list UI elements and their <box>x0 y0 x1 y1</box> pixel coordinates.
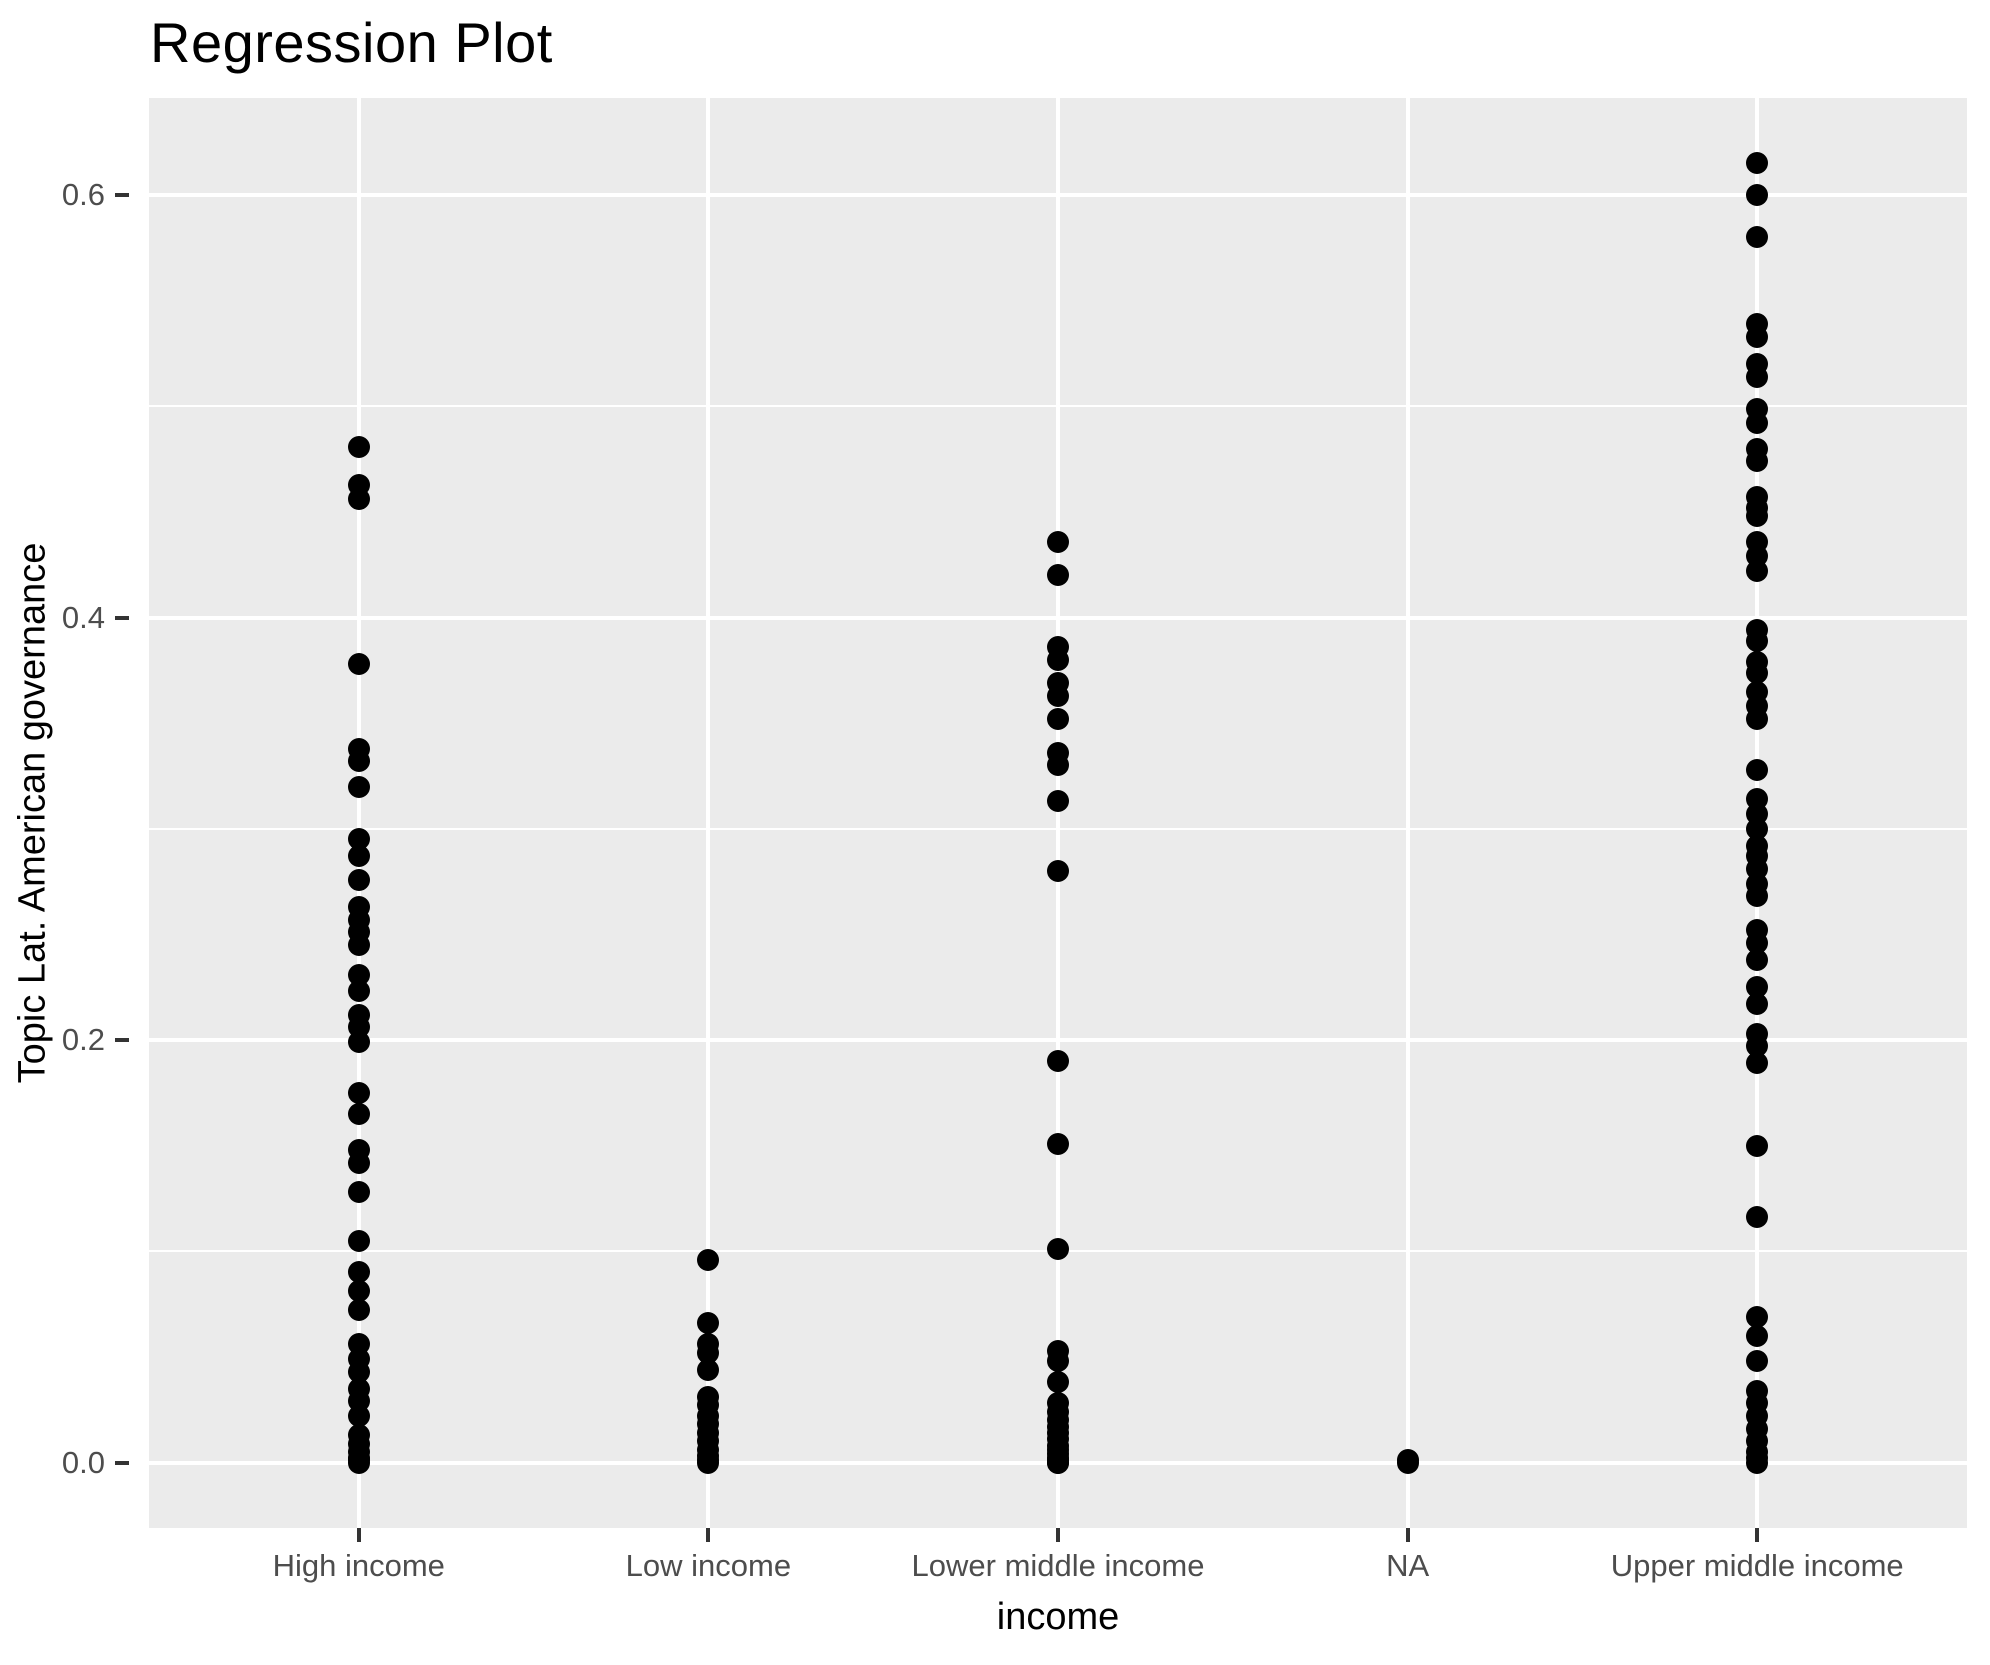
data-point <box>347 775 370 798</box>
data-point <box>697 1312 720 1335</box>
data-point <box>1746 661 1769 684</box>
data-point <box>1746 817 1769 840</box>
data-point <box>347 1151 370 1174</box>
data-point <box>1746 1206 1769 1229</box>
data-point <box>1746 152 1769 175</box>
y-tick-mark <box>115 193 129 198</box>
data-point <box>347 1102 370 1125</box>
x-tick-mark <box>1056 1528 1060 1542</box>
data-point <box>1746 948 1769 971</box>
data-point <box>1047 860 1069 883</box>
y-tick-label: 0.6 <box>61 177 105 213</box>
data-point <box>1047 708 1069 730</box>
y-tick-mark <box>115 615 129 620</box>
data-point <box>1047 790 1069 813</box>
data-point <box>1746 885 1769 908</box>
data-point <box>1746 629 1769 652</box>
data-point <box>347 1405 370 1428</box>
data-point <box>347 488 370 511</box>
data-point <box>1746 931 1769 954</box>
data-point <box>347 963 370 986</box>
data-point <box>697 1451 720 1474</box>
category-gridline <box>1405 98 1410 1528</box>
data-point <box>347 980 370 1003</box>
data-point <box>1396 1451 1419 1474</box>
data-point <box>1746 1350 1769 1373</box>
data-point <box>347 868 370 891</box>
data-point <box>1746 226 1769 249</box>
y-tick-mark <box>115 1460 129 1465</box>
data-point <box>1047 530 1069 553</box>
data-point <box>697 1248 720 1271</box>
data-point <box>1746 560 1769 583</box>
x-tick-mark <box>1755 1528 1760 1542</box>
x-tick-label: Lower middle income <box>911 1548 1205 1583</box>
data-point <box>1746 505 1769 528</box>
x-tick-label: High income <box>272 1548 445 1583</box>
data-point <box>347 934 370 957</box>
data-point <box>1746 450 1769 473</box>
data-point <box>347 1031 370 1054</box>
y-tick-label: 0.2 <box>61 1022 105 1058</box>
data-point <box>1746 325 1769 348</box>
data-point <box>1047 564 1069 587</box>
data-point <box>1746 1035 1769 1058</box>
x-tick-mark <box>1405 1528 1410 1542</box>
x-tick-label: Upper middle income <box>1610 1548 1904 1583</box>
category-gridline <box>1056 98 1060 1528</box>
data-point <box>1746 993 1769 1016</box>
data-point <box>347 1280 370 1303</box>
data-point <box>1047 754 1069 777</box>
data-point <box>1047 1371 1069 1394</box>
y-tick-mark <box>115 1038 129 1043</box>
y-axis: 0.0 0.2 0.4 0.6 <box>0 98 149 1528</box>
x-tick-mark <box>356 1528 361 1542</box>
data-point <box>347 1181 370 1204</box>
data-point <box>347 653 370 676</box>
data-point <box>1746 758 1769 781</box>
data-point <box>1047 1238 1069 1261</box>
y-tick-label: 0.0 <box>61 1444 105 1480</box>
x-tick-label: NA <box>1386 1548 1430 1583</box>
x-tick-label: Low income <box>625 1548 792 1583</box>
data-point <box>1746 1052 1769 1075</box>
category-gridline <box>356 98 361 1528</box>
y-tick-label: 0.4 <box>61 599 105 635</box>
data-point <box>1746 1134 1769 1157</box>
data-point <box>347 1261 370 1284</box>
data-point <box>1047 1050 1069 1073</box>
plot-title: Regression Plot <box>150 11 553 74</box>
y-axis-title: Topic Lat. American governance <box>11 542 54 1084</box>
data-point <box>1746 365 1769 388</box>
x-tick-mark <box>706 1528 711 1542</box>
plot-panel <box>149 98 1967 1528</box>
data-point <box>1746 708 1769 730</box>
data-point <box>347 845 370 868</box>
x-axis-title: income <box>996 1596 1120 1638</box>
data-point <box>1047 1451 1069 1474</box>
data-point <box>1746 1324 1769 1347</box>
data-point <box>347 1229 370 1252</box>
data-point <box>697 1341 720 1364</box>
category-gridline <box>706 98 711 1528</box>
data-point <box>1047 684 1069 707</box>
data-point <box>1047 648 1069 671</box>
data-point <box>347 1451 370 1474</box>
data-point <box>1746 412 1769 435</box>
data-point <box>1047 1132 1069 1155</box>
data-point <box>347 1360 370 1383</box>
data-point <box>697 1358 720 1381</box>
data-point <box>347 1081 370 1104</box>
data-point <box>1746 976 1769 999</box>
data-point <box>1746 1451 1769 1474</box>
data-point <box>1746 1305 1769 1328</box>
data-point <box>1746 184 1769 207</box>
data-point <box>347 750 370 773</box>
data-point <box>347 435 370 458</box>
data-point <box>347 828 370 851</box>
data-point <box>347 1299 370 1322</box>
data-point <box>1047 1350 1069 1373</box>
